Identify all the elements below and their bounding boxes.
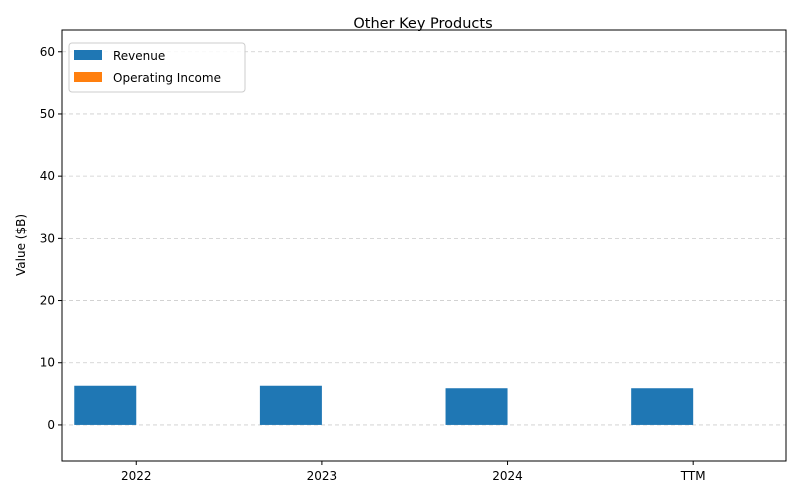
plot-frame (61, 29, 787, 462)
grid-lines (62, 51, 786, 426)
legend-label: Revenue (113, 49, 165, 63)
y-axis-ticks: 0 10 20 30 40 50 60 (40, 45, 62, 432)
legend-swatch (74, 72, 102, 82)
legend: Revenue Operating Income (68, 42, 246, 93)
legend-label: Operating Income (113, 71, 221, 85)
x-tick-label: TTM (680, 469, 706, 483)
x-tick-label: 2022 (121, 469, 152, 483)
bar-revenue (445, 388, 508, 425)
y-tick-label: 60 (40, 45, 55, 59)
y-tick-label: 20 (40, 294, 55, 308)
y-tick-label: 30 (40, 231, 55, 245)
bar-revenue (631, 388, 694, 425)
chart-title: Other Key Products (353, 16, 492, 32)
y-tick-label: 10 (40, 356, 55, 370)
x-tick-label: 2024 (492, 469, 523, 483)
y-tick-label: 50 (40, 107, 55, 121)
legend-box (68, 42, 246, 93)
x-tick-label: 2023 (307, 469, 338, 483)
legend-swatch (74, 50, 102, 60)
y-tick-label: 40 (40, 169, 55, 183)
y-tick-label: 0 (47, 418, 55, 432)
x-axis-ticks: 2022 2023 2024 TTM (121, 461, 706, 483)
bar-revenue (259, 385, 322, 425)
bars (74, 385, 694, 425)
bar-revenue (74, 385, 137, 425)
y-axis-label: Value ($B) (14, 214, 28, 276)
